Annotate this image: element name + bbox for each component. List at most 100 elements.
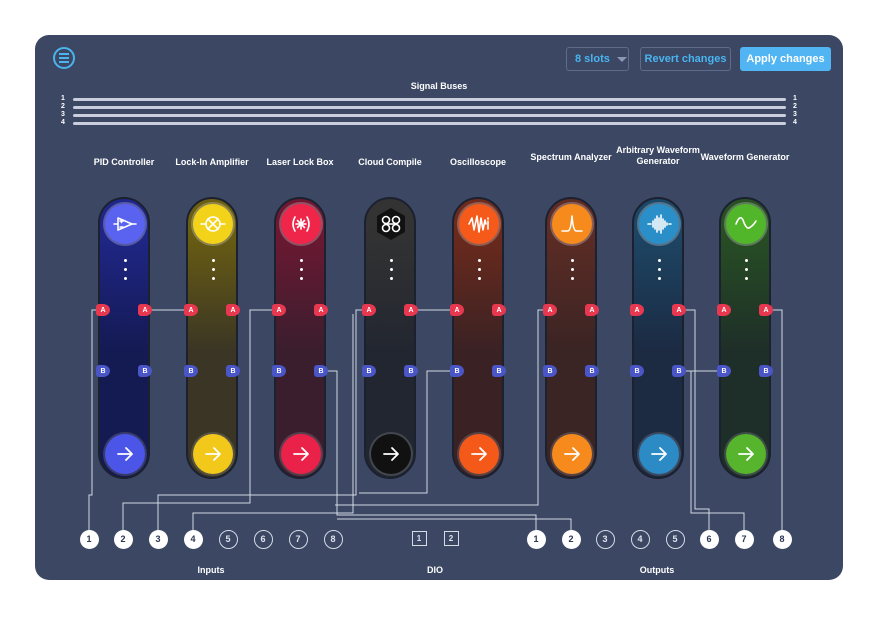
port-a-out[interactable]: A [314,304,328,316]
output-connector[interactable]: 6 [699,529,719,549]
more-options-icon[interactable] [124,259,127,285]
lockin-icon[interactable] [193,204,233,244]
more-options-icon[interactable] [212,259,215,285]
port-b-out[interactable]: B [672,365,686,377]
input-connector[interactable]: 3 [148,529,168,549]
port-a-in[interactable]: A [96,304,110,316]
output-connector[interactable]: 7 [734,529,754,549]
output-connector[interactable]: 8 [772,529,792,549]
input-connector[interactable]: 5 [218,529,238,549]
port-a-out[interactable]: A [404,304,418,316]
port-a-out[interactable]: A [759,304,773,316]
port-a-in[interactable]: A [450,304,464,316]
signal-wire [327,370,537,530]
input-connector[interactable]: 6 [253,529,273,549]
port-b-out[interactable]: B [314,365,328,377]
bus-number-right: 3 [793,111,797,118]
open-instrument-arrow-icon[interactable] [639,434,679,474]
port-a-in[interactable]: A [184,304,198,316]
port-b-in[interactable]: B [717,365,731,377]
port-b-in[interactable]: B [96,365,110,377]
signal-bus-2[interactable] [73,106,786,109]
open-instrument-arrow-icon[interactable] [105,434,145,474]
menu-button[interactable] [53,47,75,69]
slots-dropdown[interactable]: 8 slots [566,47,629,71]
more-options-icon[interactable] [390,259,393,285]
more-options-icon[interactable] [745,259,748,285]
output-connector[interactable]: 2 [561,529,581,549]
revert-changes-button[interactable]: Revert changes [640,47,731,71]
pid-icon[interactable] [105,204,145,244]
port-a-in[interactable]: A [630,304,644,316]
port-a-out[interactable]: A [138,304,152,316]
port-b-out[interactable]: B [759,365,773,377]
port-a-in[interactable]: A [543,304,557,316]
open-instrument-arrow-icon[interactable] [371,434,411,474]
outputs-label: Outputs [639,565,675,575]
input-connector[interactable]: 7 [288,529,308,549]
output-connector[interactable]: 5 [665,529,685,549]
open-instrument-arrow-icon[interactable] [193,434,233,474]
instrument-slot[interactable] [186,197,238,479]
port-a-in[interactable]: A [717,304,731,316]
more-options-icon[interactable] [300,259,303,285]
dio-connector[interactable]: 2 [443,531,459,546]
output-connector[interactable]: 1 [526,529,546,549]
more-options-icon[interactable] [658,259,661,285]
instrument-slot[interactable] [545,197,597,479]
instrument-slot[interactable] [632,197,684,479]
open-instrument-arrow-icon[interactable] [281,434,321,474]
port-a-out[interactable]: A [585,304,599,316]
port-b-in[interactable]: B [450,365,464,377]
instrument-slot[interactable] [364,197,416,479]
instrument-slot[interactable] [452,197,504,479]
port-b-in[interactable]: B [184,365,198,377]
port-a-in[interactable]: A [272,304,286,316]
port-b-in[interactable]: B [630,365,644,377]
signal-wire [88,309,97,530]
port-a-out[interactable]: A [672,304,686,316]
open-instrument-arrow-icon[interactable] [459,434,499,474]
instrument-slot[interactable] [98,197,150,479]
more-options-icon[interactable] [571,259,574,285]
instrument-name: Waveform Generator [700,152,790,162]
oscilloscope-icon[interactable] [459,204,499,244]
input-connector[interactable]: 2 [113,529,133,549]
signal-wire [337,518,572,530]
instrument-name: Cloud Compile [358,157,422,167]
instrument-panel: 8 slots Revert changes Apply changes Sig… [35,35,843,580]
output-connector[interactable]: 3 [595,529,615,549]
spectrum-icon[interactable] [552,204,592,244]
port-b-out[interactable]: B [226,365,240,377]
instrument-slot[interactable] [719,197,771,479]
port-a-out[interactable]: A [226,304,240,316]
output-connector[interactable]: 4 [630,529,650,549]
signal-bus-3[interactable] [73,114,786,117]
sine-icon[interactable] [726,204,766,244]
port-b-out[interactable]: B [404,365,418,377]
signal-bus-1[interactable] [73,98,786,101]
port-b-out[interactable]: B [585,365,599,377]
input-connector[interactable]: 8 [323,529,343,549]
signal-bus-4[interactable] [73,122,786,125]
dio-connector[interactable]: 1 [411,531,427,546]
port-b-in[interactable]: B [272,365,286,377]
port-a-out[interactable]: A [492,304,506,316]
awg-icon[interactable] [639,204,679,244]
more-options-icon[interactable] [478,259,481,285]
input-connector[interactable]: 4 [183,529,203,549]
port-b-in[interactable]: B [362,365,376,377]
instrument-slot[interactable] [274,197,326,479]
signal-wire [772,309,783,530]
chevron-down-icon [616,56,627,62]
port-b-out[interactable]: B [138,365,152,377]
input-connector[interactable]: 1 [79,529,99,549]
port-b-out[interactable]: B [492,365,506,377]
cloud-compile-icon[interactable] [371,204,411,244]
laser-icon[interactable] [281,204,321,244]
port-a-in[interactable]: A [362,304,376,316]
apply-changes-button[interactable]: Apply changes [740,47,831,71]
open-instrument-arrow-icon[interactable] [726,434,766,474]
port-b-in[interactable]: B [543,365,557,377]
open-instrument-arrow-icon[interactable] [552,434,592,474]
